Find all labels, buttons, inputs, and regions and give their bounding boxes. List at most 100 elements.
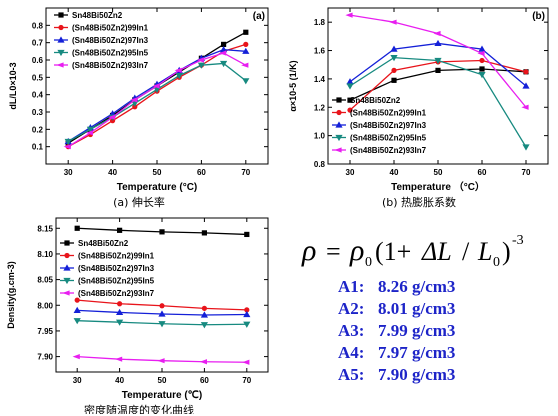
legend-marker: [57, 36, 65, 43]
x-tick-label: 40: [115, 376, 124, 385]
data-point: [433, 30, 441, 37]
x-tick-label: 70: [242, 376, 251, 385]
data-point: [153, 86, 161, 94]
legend-label: (Sn48Bi50Zn2)97In3: [72, 36, 149, 45]
series-2: [74, 297, 250, 313]
series-4: [64, 60, 250, 146]
thermal-expansion-chart-panel: 30 40 50 60 70 0.8 1.0 1.2 1.4 1.6 1.8 Temperature …: [282, 2, 556, 210]
x-tick-label: 50: [434, 168, 443, 177]
data-point: [244, 231, 250, 238]
legend-label: (Sn48Bi50Zn2)99In1: [350, 109, 427, 118]
legend-marker: [62, 290, 70, 296]
density-item-a5: A5: 7.90 g/cm3: [338, 364, 548, 386]
data-point: [73, 306, 81, 313]
data-point: [115, 356, 123, 362]
data-point: [391, 67, 397, 73]
formula-close-paren: ): [502, 237, 511, 266]
density-item-label: A1:: [338, 277, 365, 296]
formula-rho0: ρ: [349, 234, 364, 267]
data-point: [201, 305, 207, 311]
x-tick-label: 60: [197, 168, 206, 177]
legend-label: (Sn48Bi50Zn2)99In1: [72, 24, 149, 33]
legend-label: (Sn48Bi50Zn2)97In3: [78, 264, 155, 273]
data-point: [219, 50, 227, 56]
legend-label: Sn48Bi50Zn2: [72, 11, 123, 20]
y-tick-label: 7.95: [37, 327, 53, 336]
data-point: [64, 138, 72, 146]
data-point: [390, 55, 398, 62]
data-point: [174, 67, 182, 73]
panel-label: (a): [253, 11, 265, 22]
density-item-a1: A1: 8.26 g/cm3: [338, 276, 548, 298]
data-point: [243, 41, 249, 48]
data-point: [199, 359, 207, 365]
legend-label: (Sn48Bi50Zn2)95In5: [350, 134, 427, 143]
data-point: [131, 100, 139, 107]
density-chart-caption: 密度随温度的变化曲线: [84, 404, 194, 414]
y-tick-label: 0.3: [32, 108, 44, 117]
data-point: [522, 82, 530, 89]
x-tick-label: 60: [478, 168, 487, 177]
y-axis-label: dL/L0×10-3: [8, 62, 18, 109]
data-point: [85, 130, 93, 136]
data-point: [159, 303, 165, 309]
data-point: [522, 144, 530, 151]
data-point: [74, 297, 80, 303]
legend-marker: [63, 264, 71, 271]
density-item-value: 8.01 g/cm3: [378, 299, 456, 318]
data-point: [200, 311, 208, 318]
data-point: [196, 57, 204, 63]
elongation-chart: 30 40 50 60 70 0.1 0.2 0.3 0.4 0.5 0.6 0.7 0.8 Temper…: [8, 7, 269, 192]
legend-marker: [58, 24, 64, 31]
y-tick-label: 8.00: [37, 301, 53, 310]
legend-marker: [56, 62, 64, 68]
legend-marker: [335, 121, 343, 128]
data-point: [175, 73, 183, 80]
data-point: [159, 229, 165, 235]
y-axis-label: Density(g.cm-3): [6, 261, 16, 329]
data-point: [86, 126, 94, 133]
x-axis-label: Temperature （°C）: [391, 180, 485, 192]
series-5: [345, 12, 529, 110]
y-tick-label: 1.4: [314, 75, 326, 84]
formula-open-paren: (1+: [375, 237, 411, 266]
data-point: [347, 107, 353, 113]
elongation-chart-caption: (a) 伸长率: [113, 196, 165, 209]
density-formula-svg: ρ = ρ 0 (1+ ΔL / L 0 ) -3: [301, 233, 524, 270]
series-3: [346, 39, 530, 89]
x-tick-label: 50: [158, 376, 167, 385]
legend-label: (Sn48Bi50Zn2)97In3: [350, 121, 427, 130]
density-item-label: A4:: [338, 343, 365, 362]
data-point: [346, 78, 354, 85]
series-4: [73, 318, 251, 329]
data-point: [435, 67, 441, 73]
series-5: [72, 354, 250, 365]
data-point: [347, 97, 353, 103]
data-point: [116, 308, 124, 316]
legend-label: (Sn48Bi50Zn2)99In1: [78, 252, 155, 261]
thermal-expansion-chart-caption: (b) 热膨胀系数: [381, 196, 457, 209]
data-point: [201, 230, 207, 236]
formula-l0: L: [477, 237, 492, 266]
legend-label: (Sn48Bi50Zn2)93In7: [72, 61, 149, 70]
data-point: [74, 225, 80, 231]
series-2: [65, 41, 249, 150]
formula-slash: /: [462, 237, 470, 266]
series-4: [346, 55, 530, 151]
legend-marker: [64, 252, 70, 259]
legend: Sn48Bi50Zn2 (Sn48Bi50Zn2)99In1 (Sn48Bi50Zn…: [60, 239, 155, 298]
y-tick-label: 8.05: [37, 276, 53, 285]
formula-equals: =: [326, 237, 341, 266]
data-point: [197, 62, 205, 69]
density-item-value: 7.90 g/cm3: [378, 365, 456, 384]
legend-marker: [64, 240, 70, 246]
data-point: [243, 321, 251, 328]
density-item-value: 7.97 g/cm3: [378, 343, 456, 362]
y-tick-label: 0.2: [32, 125, 44, 134]
data-point: [158, 321, 166, 328]
data-point: [130, 97, 138, 103]
elongation-chart-panel: 30 40 50 60 70 0.1 0.2 0.3 0.4 0.5 0.6 0.7 0.8 Temper…: [2, 2, 276, 210]
data-point: [116, 319, 124, 326]
y-tick-label: 0.1: [32, 143, 44, 152]
x-tick-label: 30: [73, 376, 82, 385]
